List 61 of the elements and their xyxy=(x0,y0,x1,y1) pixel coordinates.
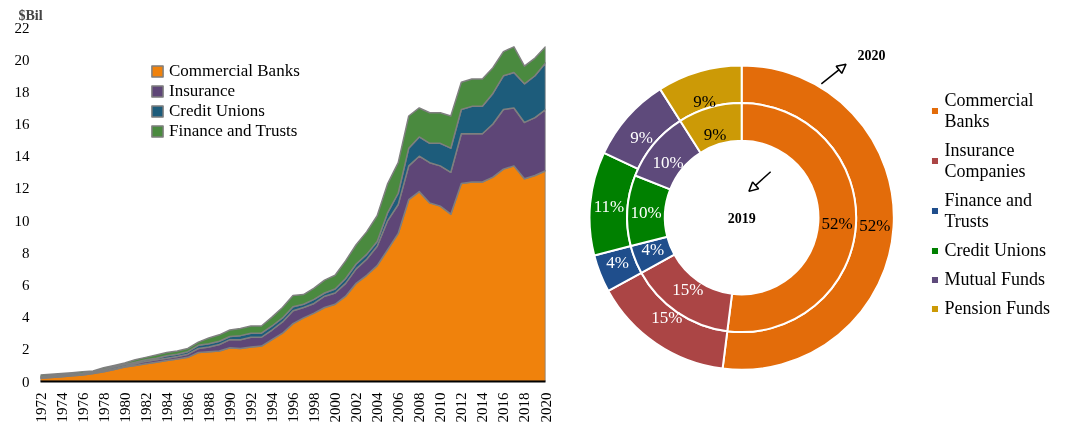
legend-label: Mutual Funds xyxy=(944,268,1045,290)
x-tick-label: 1998 xyxy=(306,392,323,423)
y-tick-label: 6 xyxy=(22,276,30,293)
x-tick-label: 1994 xyxy=(263,392,280,423)
x-tick-label: 1986 xyxy=(179,392,196,423)
x-tick-label: 2010 xyxy=(432,392,449,423)
x-tick-label: 1992 xyxy=(242,392,259,423)
y-axis-title: $Bil xyxy=(18,7,43,23)
x-tick-label: 1976 xyxy=(74,392,91,423)
legend-label: Commercial Banks xyxy=(944,89,1034,132)
y-tick-label: 2 xyxy=(22,341,30,358)
y-tick-label: 14 xyxy=(14,148,30,165)
data-label: 4% xyxy=(606,252,630,272)
y-tick-label: 18 xyxy=(14,83,30,100)
y-tick-label: 16 xyxy=(14,116,30,133)
legend-label: Pension Funds xyxy=(944,297,1050,319)
legend-label: Commercial Banks xyxy=(169,61,300,81)
x-tick-label: 1980 xyxy=(116,392,133,423)
data-label: 15% xyxy=(672,279,704,299)
slice-label: 2019 xyxy=(727,210,756,226)
x-tick-label: 1988 xyxy=(200,392,217,423)
x-tick-label: 2020 xyxy=(537,392,554,423)
x-tick-label: 2018 xyxy=(516,392,533,423)
legend-label: Insurance xyxy=(169,81,236,101)
data-label: 11% xyxy=(593,196,625,216)
data-label: 52% xyxy=(859,215,891,235)
x-tick-label: 2008 xyxy=(411,392,428,423)
data-label: 10% xyxy=(630,202,662,222)
x-tick-label: 1978 xyxy=(95,392,112,423)
legend-label: Finance and Trusts xyxy=(944,189,1032,232)
x-tick-label: 2002 xyxy=(348,392,365,423)
x-tick-label: 2012 xyxy=(453,392,470,423)
data-label: 52% xyxy=(821,213,853,233)
x-tick-label: 1984 xyxy=(158,392,175,423)
data-label: 15% xyxy=(651,307,683,327)
legend-label: Credit Unions xyxy=(944,239,1046,261)
x-tick-label: 1990 xyxy=(221,392,238,423)
x-tick-label: 2004 xyxy=(369,392,386,423)
x-tick-label: 2000 xyxy=(327,392,344,423)
slice-label: 2020 xyxy=(857,48,886,64)
y-tick-label: 4 xyxy=(22,309,30,326)
data-label: 9% xyxy=(630,128,653,148)
x-tick-label: 2016 xyxy=(495,392,512,423)
data-label: 4% xyxy=(641,239,665,259)
y-tick-label: 0 xyxy=(22,373,30,390)
data-label: 9% xyxy=(703,125,727,145)
data-label: 10% xyxy=(652,152,684,172)
data-label: 9% xyxy=(693,92,716,112)
y-tick-label: 12 xyxy=(14,180,30,197)
x-tick-label: 1996 xyxy=(285,392,301,423)
y-tick-label: 20 xyxy=(14,51,30,68)
x-tick-label: 2006 xyxy=(390,392,407,423)
x-tick-label: 1974 xyxy=(53,392,70,423)
y-tick-label: 10 xyxy=(14,212,30,229)
x-tick-label: 1982 xyxy=(137,392,154,423)
y-tick-label: 8 xyxy=(22,244,30,261)
legend-label: Credit Unions xyxy=(169,101,265,121)
x-tick-label: 1972 xyxy=(32,392,49,423)
x-tick-label: 2014 xyxy=(474,392,491,423)
legend-label: Finance and Trusts xyxy=(169,121,298,141)
legend-label: Insurance Companies xyxy=(944,139,1026,182)
